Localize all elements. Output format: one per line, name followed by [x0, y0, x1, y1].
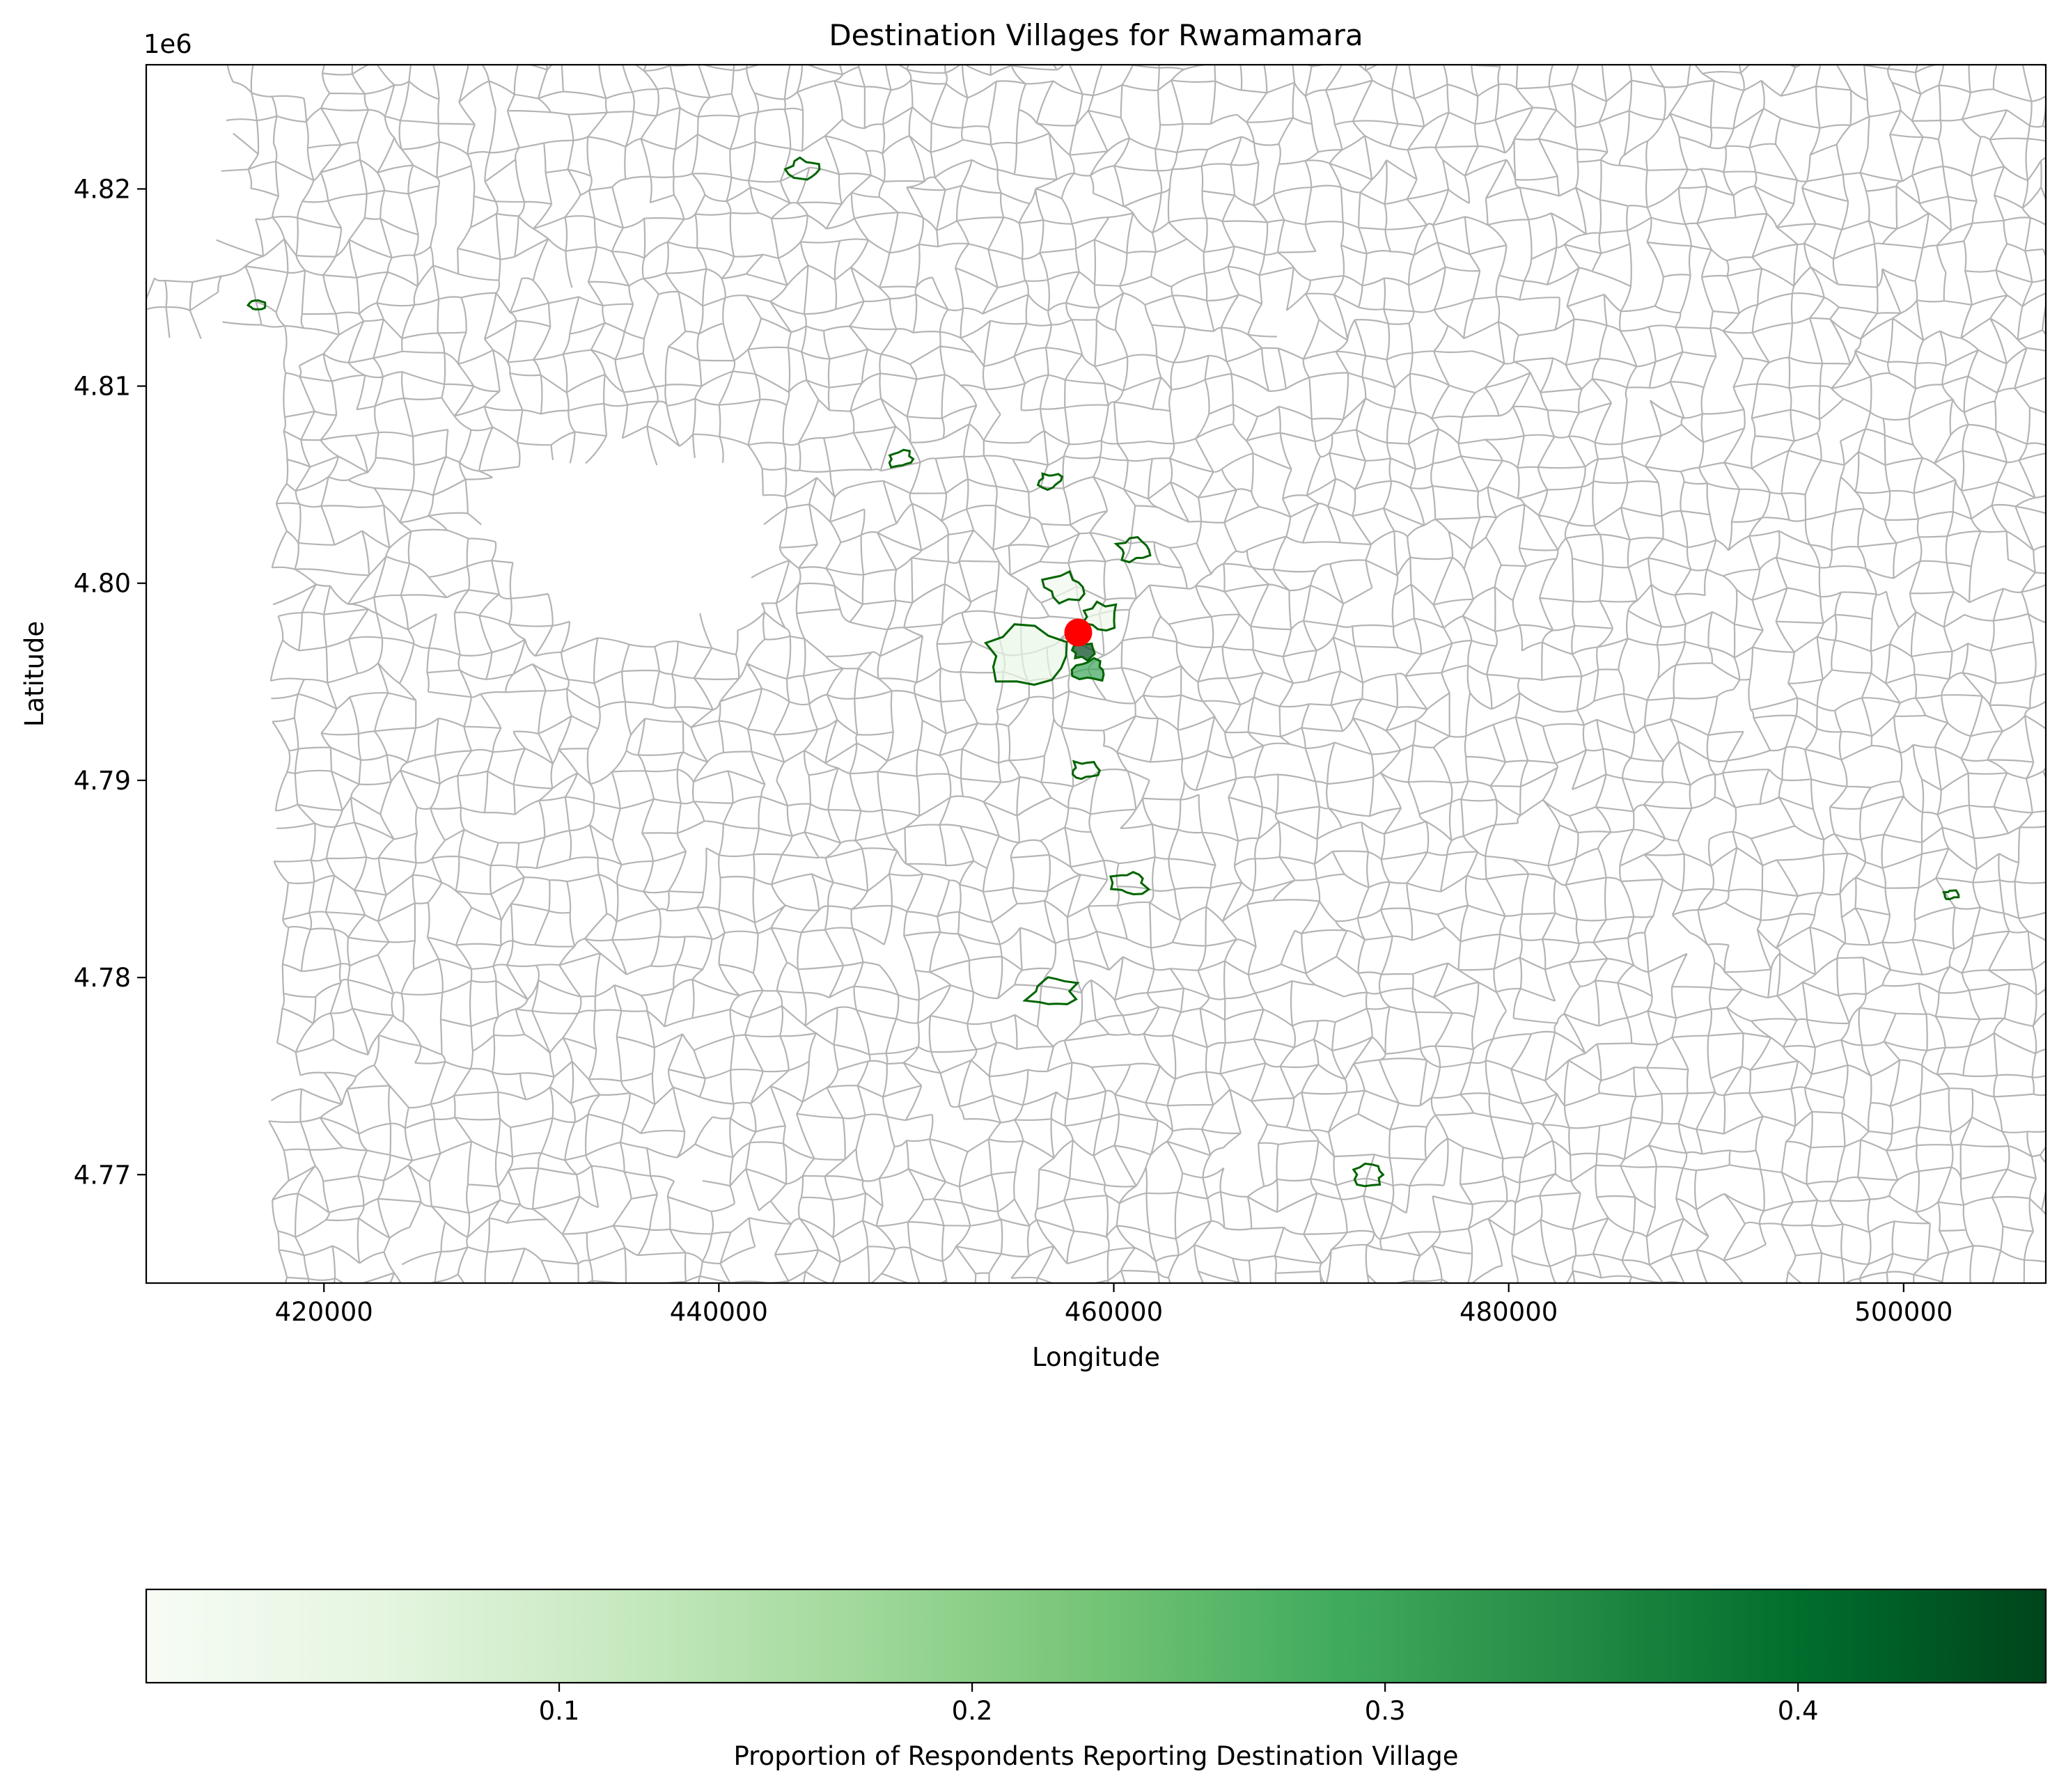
x-tick-label: 480000	[1459, 1297, 1558, 1327]
colorbar-ticks: 0.1 0.2 0.3 0.4	[539, 1683, 1819, 1726]
destination-village-2	[246, 299, 267, 311]
map-plot-area	[146, 65, 2046, 1283]
y-axis-label: Latitude	[19, 621, 49, 727]
x-axis-label: Longitude	[1032, 1342, 1160, 1372]
y-axis-offset-label: 1e6	[143, 29, 192, 59]
map-frame	[145, 63, 2047, 1284]
colorbar	[145, 1588, 2047, 1684]
destination-village-1	[783, 156, 821, 181]
destination-village-11	[1071, 760, 1102, 780]
x-axis-ticks: 420000 440000 460000 480000 500000	[275, 1283, 1952, 1327]
destination-village-14	[1352, 1162, 1385, 1188]
destination-village-5	[1113, 536, 1152, 564]
x-tick-label: 420000	[275, 1297, 373, 1327]
destination-village-9	[1070, 657, 1105, 682]
destination-village-13	[1022, 976, 1080, 1005]
destination-village-7	[984, 623, 1068, 686]
destination-village-3	[888, 448, 915, 469]
y-tick-label: 4.79	[74, 766, 131, 796]
village-boundaries	[146, 65, 2046, 1283]
colorbar-label: Proportion of Respondents Reporting Dest…	[734, 1741, 1459, 1771]
destination-village-12	[1109, 871, 1151, 896]
x-tick-label: 460000	[1065, 1297, 1163, 1327]
y-tick-label: 4.78	[74, 963, 131, 993]
colorbar-tick-label: 0.3	[1365, 1696, 1406, 1726]
origin-layer	[1064, 618, 1093, 647]
boundary-network	[146, 65, 2046, 1283]
x-tick-label: 440000	[670, 1297, 768, 1327]
y-axis-ticks: 4.77 4.78 4.79 4.80 4.81 4.82	[74, 174, 146, 1190]
x-tick-label: 500000	[1854, 1297, 1952, 1327]
destination-village-15	[1942, 889, 1960, 901]
origin-marker	[1064, 618, 1093, 647]
destination-villages	[246, 156, 1960, 1188]
colorbar-tick-label: 0.4	[1778, 1696, 1819, 1726]
y-tick-label: 4.82	[74, 174, 131, 204]
y-tick-label: 4.80	[74, 569, 131, 599]
colorbar-tick-label: 0.2	[952, 1696, 993, 1726]
destination-village-8	[1081, 600, 1118, 632]
destination-village-4	[1036, 472, 1064, 492]
destination-village-6	[1040, 569, 1086, 605]
y-tick-label: 4.81	[74, 372, 131, 402]
chart-title: Destination Villages for Rwamamara	[829, 18, 1363, 52]
colorbar-tick-label: 0.1	[539, 1696, 580, 1726]
y-tick-label: 4.77	[74, 1160, 131, 1190]
